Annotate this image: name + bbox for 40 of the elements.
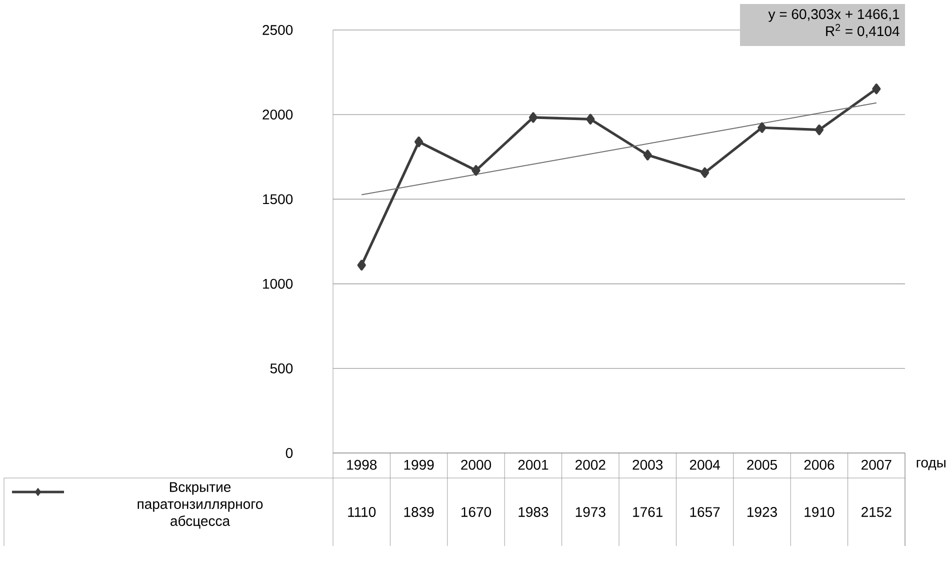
data-label: 2152 bbox=[862, 507, 892, 517]
point bbox=[758, 122, 766, 133]
data-label: 1657 bbox=[690, 507, 720, 517]
x-tick-label: 2005 bbox=[747, 460, 777, 470]
point bbox=[872, 84, 881, 94]
y-tick-label: 1000 bbox=[263, 278, 293, 289]
y-tick-label: 1500 bbox=[263, 194, 293, 204]
x-tick-label: 2006 bbox=[804, 460, 834, 470]
point bbox=[528, 112, 538, 123]
x-tick-label: 2007 bbox=[862, 460, 892, 470]
text: y = 60,303x + 1466,1 bbox=[768, 9, 900, 22]
point bbox=[700, 167, 710, 178]
y-tick-label: 2000 bbox=[262, 110, 293, 120]
data-label: 1110 bbox=[348, 507, 376, 517]
x-tick-label: 1998 bbox=[347, 460, 377, 470]
point bbox=[357, 260, 366, 270]
y-tick-label: 500 bbox=[270, 363, 293, 374]
x-axis-title: годы bbox=[916, 460, 946, 470]
x-tick-label: 2001 bbox=[518, 460, 548, 470]
data-label: 1983 bbox=[518, 507, 548, 517]
x-tick-label: 2003 bbox=[632, 460, 663, 470]
x-tick-label: 2000 bbox=[461, 460, 492, 470]
point bbox=[472, 165, 480, 176]
data-label: 1923 bbox=[748, 507, 777, 517]
data-label: 1670 bbox=[462, 507, 492, 517]
x-tick-label: 2004 bbox=[690, 460, 720, 470]
point bbox=[414, 136, 424, 148]
x-tick-label: 1999 bbox=[404, 460, 434, 470]
data-label: 1761 bbox=[633, 507, 662, 517]
data-label: 1973 bbox=[576, 507, 606, 517]
data-label: 1910 bbox=[804, 507, 834, 517]
y-tick-label: 0 bbox=[286, 448, 293, 458]
point bbox=[586, 114, 595, 124]
y-tick-label: 2500 bbox=[262, 25, 293, 35]
point bbox=[643, 150, 652, 160]
point bbox=[814, 124, 824, 136]
x-tick-label: 2002 bbox=[576, 460, 606, 470]
text: Вскрытие паратонзиллярного абсцесса bbox=[138, 482, 263, 529]
annotation: R$^{2}$ = 0,4104 bbox=[826, 24, 900, 38]
data-label: 1839 bbox=[404, 507, 434, 517]
